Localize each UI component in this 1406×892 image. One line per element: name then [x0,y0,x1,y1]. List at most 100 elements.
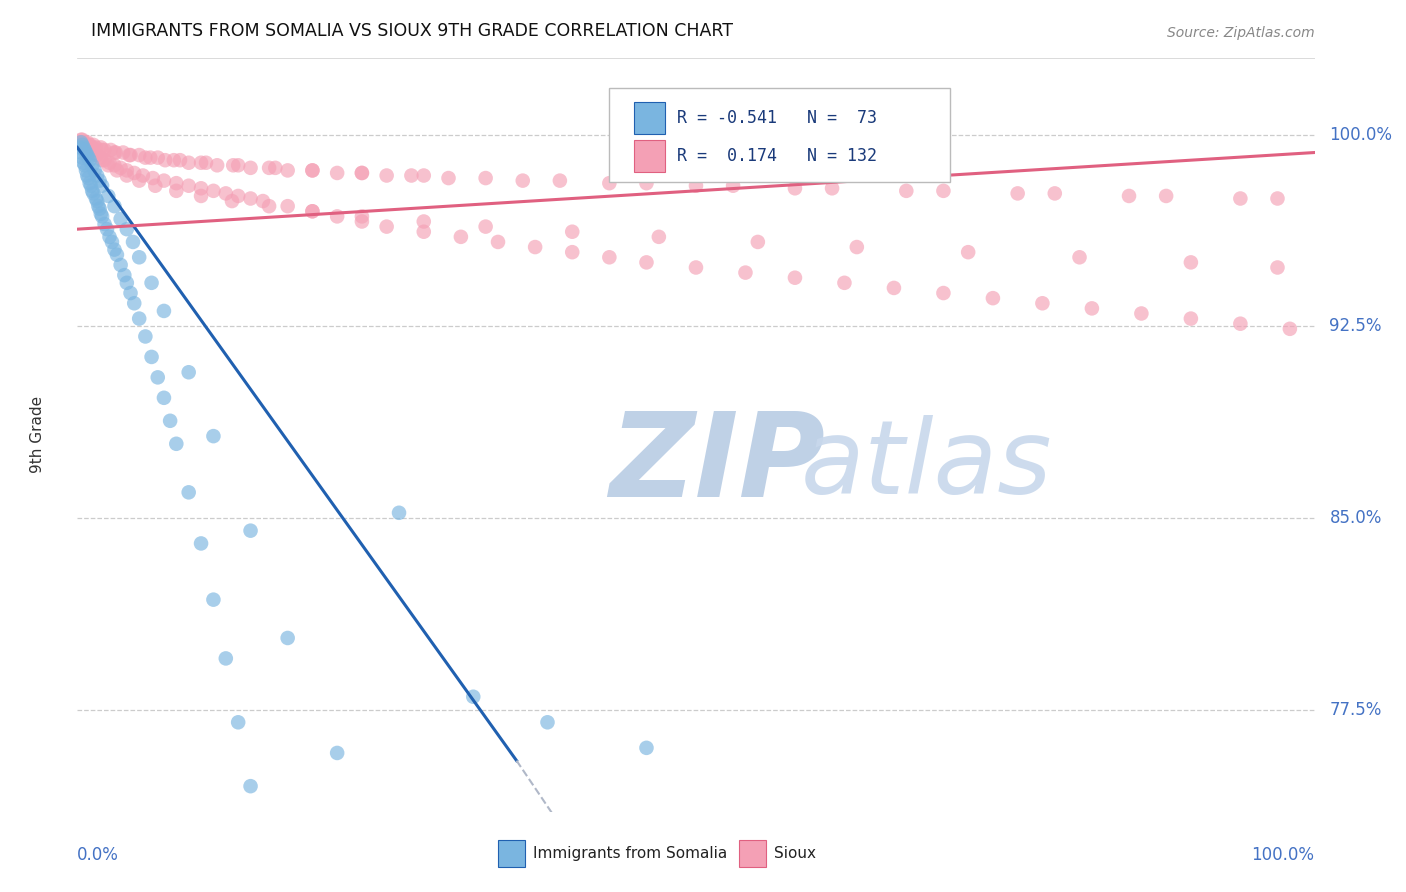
Point [103,145,125,160]
Point [548,173,571,187]
Text: 77.5%: 77.5% [1330,700,1382,719]
Point [72,155,94,169]
Point [512,173,534,187]
Point [82,137,104,152]
Point [834,276,856,290]
Point [128,173,150,187]
Point [685,178,707,193]
Point [598,250,620,264]
Point [821,181,844,195]
Point [165,176,187,190]
Point [1118,189,1140,203]
Point [101,235,124,249]
Point [883,281,905,295]
Point [202,184,225,198]
Point [226,189,249,203]
Point [1007,186,1029,201]
Point [277,163,299,178]
Point [153,304,176,318]
Point [104,145,127,160]
Point [1031,296,1053,310]
Text: Immigrants from Somalia: Immigrants from Somalia [533,846,727,861]
Point [264,161,287,175]
Point [450,230,472,244]
Point [598,176,620,190]
Point [1278,322,1301,336]
Point [115,276,138,290]
Point [84,192,107,206]
Point [301,204,323,219]
Text: R = -0.541   N =  73: R = -0.541 N = 73 [678,110,877,128]
Point [72,133,94,147]
Bar [498,839,526,867]
Point [91,210,114,224]
Point [122,296,145,310]
Point [163,153,186,168]
Text: 9th Grade: 9th Grade [31,396,45,474]
Point [110,211,132,226]
Point [105,163,128,178]
Point [98,230,121,244]
Point [90,207,112,221]
Point [190,189,212,203]
Point [239,524,262,538]
Point [132,169,155,183]
Point [90,140,112,154]
Point [486,235,509,249]
Point [77,151,100,165]
Point [474,171,496,186]
Point [75,163,97,178]
Point [72,136,94,150]
Point [86,169,108,183]
Point [301,163,323,178]
Point [401,169,423,183]
Point [82,184,104,198]
Point [896,184,918,198]
Text: 100.0%: 100.0% [1330,126,1392,144]
Point [257,161,280,175]
Point [981,291,1004,305]
Point [76,136,98,150]
Point [146,151,169,165]
Point [222,158,245,172]
Point [115,169,138,183]
Point [636,255,658,269]
Point [146,370,169,384]
Point [82,145,104,160]
Point [76,140,98,154]
Point [87,199,110,213]
Point [932,286,955,301]
Point [375,219,398,234]
Point [73,136,96,150]
Text: Sioux: Sioux [773,846,815,861]
Point [118,148,141,162]
Point [112,145,135,160]
Text: 92.5%: 92.5% [1330,318,1382,335]
Point [636,176,658,190]
Point [202,429,225,443]
Point [82,140,104,154]
Point [463,690,485,704]
Point [165,184,187,198]
Point [1229,317,1251,331]
Point [474,219,496,234]
Point [239,192,262,206]
Point [957,245,980,260]
Point [103,199,125,213]
Point [277,199,299,213]
Point [165,437,187,451]
Point [128,250,150,264]
Point [202,592,225,607]
Point [134,151,156,165]
Point [110,258,132,272]
Point [75,137,97,152]
Point [437,171,460,186]
Point [105,248,128,262]
Point [79,153,101,168]
Point [142,171,165,186]
Text: 0.0%: 0.0% [77,846,120,863]
Point [350,166,373,180]
Point [277,631,299,645]
Point [77,140,100,154]
Point [80,143,103,157]
